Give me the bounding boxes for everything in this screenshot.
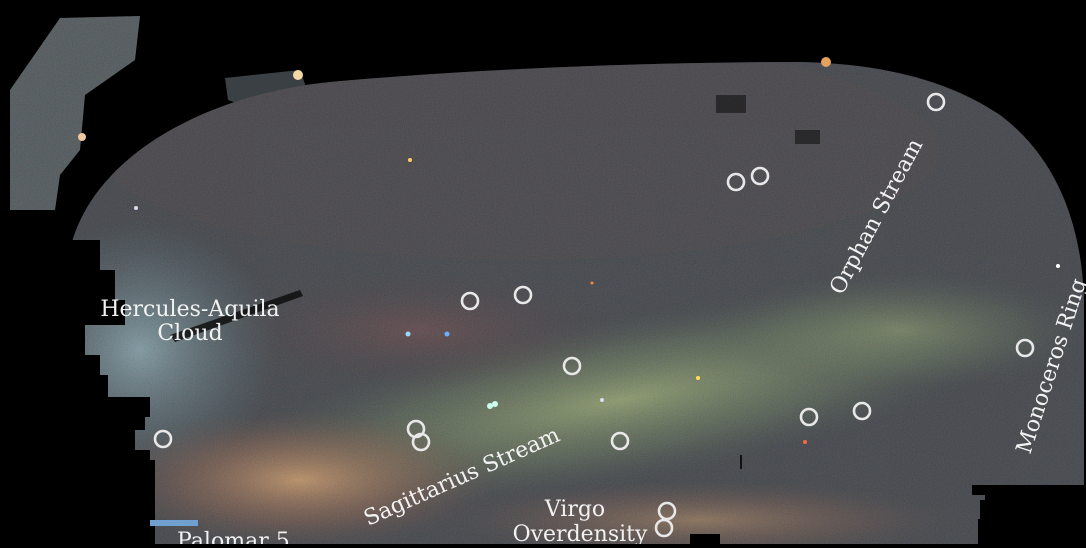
circle-ring-icon [799, 407, 819, 427]
circle-ring-icon [852, 401, 872, 421]
strip-highlight [150, 520, 198, 526]
label-virgo-line2: Overdensity [513, 522, 648, 544]
circle-ring-icon [610, 431, 630, 451]
circle-ring-icon [411, 432, 431, 452]
circle-ring-icon [654, 518, 674, 538]
survey-edge-left [60, 240, 155, 544]
circle-ring-icon [926, 92, 946, 112]
circle-ring-icon [657, 501, 677, 521]
survey-strip-left [10, 16, 310, 210]
label-palomar-5: Palomar 5 [177, 529, 290, 544]
label-hercules-aquila-line1: Hercules-Aquila [100, 297, 279, 322]
survey-edge-right [690, 485, 1086, 544]
circle-ring-icon [460, 291, 480, 311]
circle-ring-icon [562, 356, 582, 376]
circle-ring-icon [1015, 338, 1035, 358]
circle-ring-icon [750, 166, 770, 186]
label-hercules-aquila-line2: Cloud [157, 321, 222, 346]
marker-rings [153, 92, 1035, 538]
bright-stars [78, 57, 1060, 444]
circle-ring-icon [513, 285, 533, 305]
label-virgo-line1: Virgo [544, 497, 605, 522]
circle-ring-icon [153, 429, 173, 449]
circle-ring-icon [726, 172, 746, 192]
